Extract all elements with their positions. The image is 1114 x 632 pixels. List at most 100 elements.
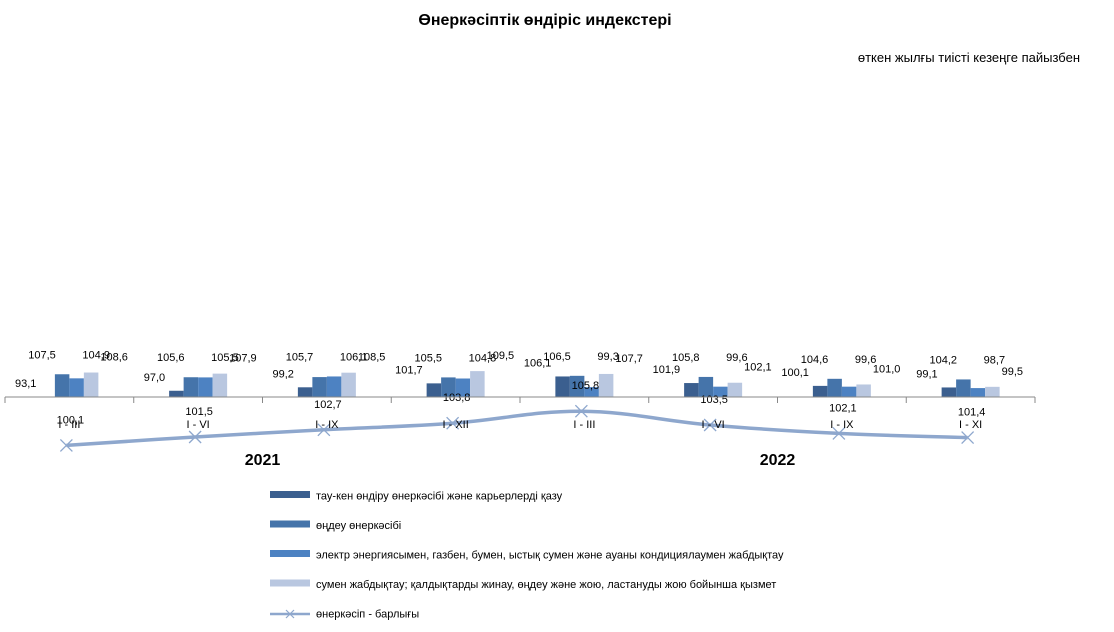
line-data-label: 102,1: [829, 402, 857, 414]
bar-data-label: 97,0: [144, 372, 165, 384]
line-point-marker: [188, 430, 202, 444]
bar-data-label: 99,1: [916, 368, 937, 380]
bar: [555, 376, 570, 397]
bar-data-label: 105,5: [211, 352, 239, 364]
line-data-label: 102,7: [314, 399, 342, 411]
bar: [684, 383, 699, 397]
legend-item: сумен жабдықтау; қалдықтарды жинау, өңде…: [270, 579, 776, 591]
bar: [698, 376, 714, 397]
x-tick-label: I - VI: [187, 419, 210, 431]
x-axis: I - III I - VI I - IX I - XII I - III I - VI I…: [4, 396, 1036, 469]
x-group-label: 2021: [245, 452, 281, 469]
bar-data-label: 104,6: [801, 354, 829, 366]
line-point-marker: [574, 404, 588, 418]
bar-data-label: 107,9: [229, 353, 257, 365]
line-point-marker: [832, 426, 846, 440]
bar-data-label: 106,1: [340, 351, 368, 363]
line-layer: 100,1 101,5 102,7 103,8 105,8 103,5 102,1 101,4: [57, 380, 986, 452]
bar-data-label: 101,7: [395, 364, 423, 376]
bar: [341, 372, 356, 397]
bar-data-label: 93,1: [15, 378, 36, 390]
bar-data-label: 99,2: [272, 368, 293, 380]
bar: [569, 375, 585, 397]
bar: [455, 378, 471, 397]
legend-swatch: [270, 550, 310, 557]
bar-data-label: 100,1: [781, 367, 809, 379]
bar-data-label: 108,6: [100, 352, 128, 364]
line-data-label: 101,5: [185, 406, 213, 418]
bar: [441, 377, 456, 397]
x-tick-label: I - III: [58, 419, 80, 431]
bar-data-label: 104,2: [929, 354, 957, 366]
bar: [841, 386, 857, 397]
legend: тау-кен өндіру өнеркәсібі және карьерлер…: [270, 491, 784, 621]
bar-data-label: 104,8: [469, 352, 497, 364]
bar-data-label: 109,5: [487, 350, 515, 362]
bar: [69, 378, 84, 397]
bar-data-label: 101,9: [653, 364, 681, 376]
bar-data-label: 99,3: [597, 351, 618, 363]
legend-swatch: [270, 579, 310, 587]
x-group-label: 2022: [760, 452, 796, 469]
bar-data-label: 107,7: [615, 353, 643, 365]
legend-item: өнеркәсіп - барлығы: [270, 609, 419, 621]
line-series-path: [66, 409, 968, 448]
chart-subtitle: өткен жылғы тиісті кезеңге пайызбен: [858, 50, 1080, 65]
x-tick-label: I - XI: [959, 419, 982, 431]
bar: [584, 387, 599, 397]
bar-data-label: 101,0: [873, 363, 901, 375]
line-data-label: 103,8: [443, 392, 471, 404]
bar: [827, 378, 842, 397]
bar: [856, 384, 871, 397]
bar: [312, 377, 327, 397]
bar: [198, 377, 213, 397]
bar-data-label: 105,5: [414, 352, 442, 364]
x-tick-label: I - XII: [442, 419, 468, 431]
bar-data-label: 105,7: [286, 351, 314, 363]
legend-label: тау-кен өндіру өнеркәсібі және карьерлер…: [316, 491, 563, 503]
bar: [598, 373, 614, 397]
bar-data-label: 107,5: [28, 349, 56, 361]
legend-item: тау-кен өндіру өнеркәсібі және карьерлер…: [270, 491, 563, 503]
legend-label: электр энергиясымен, газбен, бумен, ысты…: [316, 550, 784, 562]
x-tick-label: I - VI: [702, 419, 725, 431]
bar: [812, 385, 828, 397]
legend-label: сумен жабдықтау; қалдықтарды жинау, өңде…: [316, 579, 776, 591]
legend-label: өңдеу өнеркәсібі: [316, 520, 401, 532]
bar: [970, 388, 986, 397]
bar: [54, 374, 70, 397]
line-point-marker: [59, 438, 73, 452]
line-point-marker: [703, 418, 717, 432]
bar-data-label: 105,6: [157, 352, 185, 364]
x-tick-label: I - IX: [830, 419, 854, 431]
bar: [985, 386, 1000, 397]
bar-data-label: 104,9: [82, 349, 110, 361]
bar: [713, 386, 728, 397]
bar-data-label: 98,7: [984, 354, 1005, 366]
bar-data-label: 106,5: [543, 351, 571, 363]
bar: [83, 372, 99, 397]
legend-swatch: [270, 491, 310, 498]
bar: [169, 390, 184, 397]
bar: [426, 383, 442, 397]
x-tick-label: I - III: [573, 419, 595, 431]
x-tick-label: I - IX: [315, 419, 339, 431]
chart-title: Өнеркәсіптік өндіріс индекстері: [418, 12, 671, 29]
bar: [727, 382, 743, 397]
bar: [956, 379, 971, 397]
line-point-marker: [317, 423, 331, 437]
line-data-label: 100,1: [57, 414, 85, 426]
bar-data-label: 105,8: [672, 352, 700, 364]
line-point-marker: [961, 431, 975, 445]
bar-data-label: 99,6: [855, 354, 876, 366]
bar: [470, 371, 485, 397]
bar: [941, 387, 957, 397]
bar: [183, 377, 199, 397]
line-data-label: 101,4: [958, 407, 986, 419]
legend-label: өнеркәсіп - барлығы: [316, 609, 419, 621]
bar: [297, 387, 313, 397]
legend-item: электр энергиясымен, газбен, бумен, ысты…: [270, 550, 784, 562]
bar: [326, 376, 342, 397]
